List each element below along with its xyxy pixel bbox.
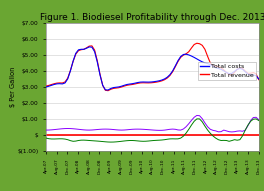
Legend: Total costs, Total revenue: Total costs, Total revenue (198, 62, 256, 79)
Title: Figure 1. Biodiesel Profitability through Dec. 2013: Figure 1. Biodiesel Profitability throug… (40, 13, 264, 22)
Y-axis label: $ Per Gallon: $ Per Gallon (10, 67, 16, 107)
